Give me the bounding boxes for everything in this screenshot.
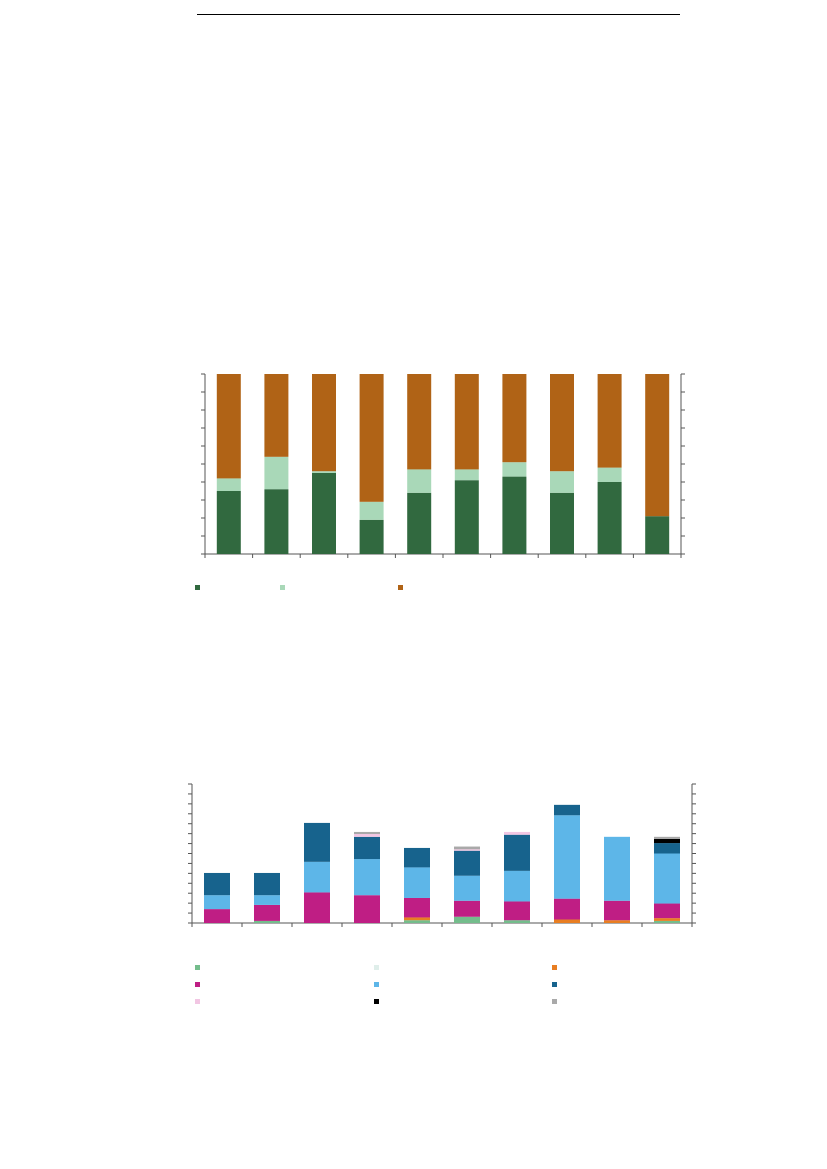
bar-segment: [354, 834, 380, 837]
bar-segment: [204, 872, 230, 896]
bar-segment: [454, 900, 480, 917]
bar-segment: [407, 469, 432, 493]
bar-segment: [454, 480, 479, 554]
bar-segment: [304, 892, 330, 923]
legend-swatch: [552, 982, 557, 987]
bar-segment: [454, 916, 480, 923]
bar-segment: [550, 374, 574, 472]
bar-segment: [604, 836, 630, 901]
bar-segment: [312, 471, 336, 473]
bar-segment: [216, 374, 241, 479]
bar-segment: [504, 831, 530, 835]
bar-segment: [264, 489, 289, 554]
page-top-rule: [197, 14, 680, 15]
bar-segment: [254, 895, 280, 905]
bar-segment: [554, 898, 580, 920]
bar-segment: [654, 903, 680, 919]
bar-segment: [304, 822, 330, 862]
legend-swatch: [552, 965, 557, 970]
bar-segment: [504, 920, 530, 923]
legend-swatch: [280, 585, 285, 590]
legend-swatch: [552, 999, 557, 1004]
bar-segment: [264, 456, 289, 490]
bar-segment: [264, 374, 289, 457]
legend-swatch: [374, 982, 379, 987]
bar-segment: [654, 843, 680, 854]
bar-segment: [359, 501, 384, 520]
bar-segment: [454, 850, 480, 876]
legend-swatch: [374, 965, 379, 970]
bar-segment: [654, 836, 680, 839]
bar-segment: [504, 901, 530, 921]
bar-segment: [254, 920, 280, 923]
legend-swatch: [374, 999, 379, 1004]
bar-segment: [454, 849, 480, 851]
bar-segment: [645, 374, 670, 517]
bar-segment: [554, 815, 580, 899]
bar-segment: [454, 875, 480, 901]
bar-segment: [359, 374, 384, 502]
legend-swatch: [195, 982, 200, 987]
bar-segment: [502, 374, 527, 463]
bar-segment: [654, 853, 680, 904]
bar-segment: [404, 917, 430, 921]
bar-segment: [597, 467, 622, 482]
bar-segment: [604, 900, 630, 921]
bar-segment: [454, 846, 480, 850]
bar-segment: [354, 859, 380, 896]
bar-segment: [597, 374, 622, 468]
bar-segment: [504, 870, 530, 902]
bar-segment: [216, 478, 241, 491]
bar-segment: [654, 838, 680, 844]
bar-segment: [354, 895, 380, 923]
bar-segment: [404, 920, 430, 923]
bar-segment: [359, 519, 384, 554]
bar-segment: [354, 831, 380, 835]
bar-segment: [454, 469, 479, 481]
bar-segment: [654, 920, 680, 923]
bar-segment: [407, 492, 432, 554]
bar-segment: [645, 516, 670, 554]
bar-segment: [654, 918, 680, 921]
bar-segment: [404, 867, 430, 898]
bar-segment: [502, 476, 527, 554]
bar-segment: [312, 374, 336, 472]
bar-segment: [304, 861, 330, 893]
legend-swatch: [195, 585, 200, 590]
bar-segment: [550, 471, 574, 493]
bar-segment: [404, 897, 430, 918]
bar-segment: [204, 909, 230, 923]
bar-segment: [504, 834, 530, 871]
bar-segment: [502, 462, 527, 477]
bar-segment: [354, 836, 380, 860]
bar-segment: [404, 847, 430, 868]
bar-segment: [312, 473, 336, 554]
bar-segment: [204, 895, 230, 910]
legend-swatch: [195, 999, 200, 1004]
bar-segment: [604, 920, 630, 923]
bar-segment: [554, 919, 580, 923]
legend-swatch: [398, 585, 403, 590]
bar-segment: [454, 374, 479, 470]
bar-segment: [554, 804, 580, 816]
legend-swatch: [195, 965, 200, 970]
bar-segment: [254, 872, 280, 896]
bar-segment: [254, 904, 280, 921]
bar-segment: [407, 374, 432, 470]
bar-segment: [216, 491, 241, 554]
bar-segment: [550, 492, 574, 554]
bar-segment: [597, 482, 622, 554]
